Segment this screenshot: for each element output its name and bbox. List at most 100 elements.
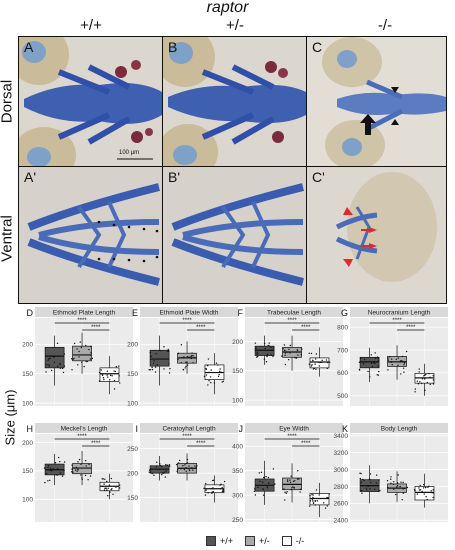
data-point xyxy=(429,376,431,378)
data-point xyxy=(193,356,196,359)
chart-title: Eye Width xyxy=(279,426,309,433)
data-point xyxy=(204,494,207,496)
y-tick-label: 3400 xyxy=(334,433,349,440)
data-point xyxy=(186,355,189,358)
legend-label-mut: -/- xyxy=(295,536,305,546)
data-point xyxy=(297,354,299,356)
data-point xyxy=(299,488,302,490)
data-point xyxy=(53,356,56,358)
data-point xyxy=(81,361,83,364)
data-point xyxy=(207,358,210,360)
data-point xyxy=(76,348,78,350)
data-point xyxy=(71,468,73,470)
data-point xyxy=(374,352,376,354)
row-label-ventral: Ventral xyxy=(0,215,16,262)
data-point xyxy=(73,467,75,469)
panel-B-prime: B' xyxy=(162,166,307,304)
y-tick-label: 700 xyxy=(337,347,348,354)
data-point xyxy=(112,493,114,496)
facet-strip xyxy=(350,423,448,433)
data-point xyxy=(432,492,434,494)
data-point xyxy=(79,341,81,343)
data-point xyxy=(210,369,212,371)
data-point xyxy=(156,364,159,366)
data-point xyxy=(186,361,188,363)
data-point xyxy=(192,355,194,357)
data-point xyxy=(165,464,167,466)
data-point xyxy=(289,479,291,481)
data-point xyxy=(89,358,92,360)
data-point xyxy=(395,493,397,496)
boxplot-J: J Eye Width 250 300 350 400 **** **** xyxy=(232,423,343,524)
data-point xyxy=(218,374,220,376)
data-point xyxy=(402,492,405,494)
significance-stars: **** xyxy=(77,434,87,440)
chart-letter: G xyxy=(341,308,348,318)
data-point xyxy=(84,459,87,462)
data-point xyxy=(80,474,82,476)
data-point xyxy=(209,376,212,378)
data-point xyxy=(426,381,429,384)
data-point xyxy=(325,359,328,361)
data-point xyxy=(371,365,374,368)
box-+/+ xyxy=(44,346,65,369)
data-point xyxy=(77,461,79,463)
data-point xyxy=(210,487,212,490)
data-point xyxy=(163,471,166,473)
box--/- xyxy=(414,486,435,501)
data-point xyxy=(300,354,302,356)
data-point xyxy=(110,477,113,480)
y-tick-label: 250 xyxy=(232,517,243,524)
data-point xyxy=(185,361,187,363)
data-point xyxy=(400,373,402,375)
data-point xyxy=(149,352,151,354)
data-point xyxy=(296,351,298,353)
y-tick-label: 200 xyxy=(127,342,138,349)
data-point xyxy=(377,359,380,362)
data-point xyxy=(387,359,390,361)
data-point xyxy=(422,487,425,489)
data-point xyxy=(103,489,106,491)
data-point xyxy=(425,486,427,489)
data-point xyxy=(286,479,289,481)
plot-area xyxy=(35,434,133,522)
data-point xyxy=(71,464,73,466)
data-point xyxy=(211,479,214,482)
data-point xyxy=(80,463,82,466)
data-point xyxy=(205,374,208,376)
data-point xyxy=(299,491,301,493)
data-point xyxy=(81,478,83,481)
data-point xyxy=(315,353,318,355)
data-point xyxy=(312,368,315,370)
y-tick-label: 2400 xyxy=(334,518,349,525)
data-point xyxy=(359,477,362,480)
data-point xyxy=(203,487,205,490)
y-tick-label: 200 xyxy=(22,440,33,447)
y-tick-label: 300 xyxy=(232,492,243,499)
data-point xyxy=(286,351,289,353)
data-point xyxy=(167,350,170,353)
data-point xyxy=(85,344,87,347)
data-point xyxy=(48,358,50,360)
data-point xyxy=(402,488,404,490)
chart-letter: J xyxy=(239,424,244,434)
data-point xyxy=(183,468,186,471)
data-point xyxy=(77,364,79,366)
data-point xyxy=(272,468,275,470)
data-point xyxy=(176,469,179,471)
data-point xyxy=(370,362,373,365)
data-point xyxy=(414,489,416,492)
data-point xyxy=(63,469,65,472)
data-point xyxy=(274,483,276,485)
data-point xyxy=(89,354,92,356)
data-point xyxy=(265,361,268,363)
data-point xyxy=(284,363,287,366)
data-point xyxy=(106,489,108,491)
data-point xyxy=(205,368,208,371)
panel-letter: B xyxy=(168,39,178,55)
data-point xyxy=(100,369,102,371)
data-point xyxy=(186,458,189,461)
data-point xyxy=(72,471,74,473)
data-point xyxy=(292,486,294,488)
